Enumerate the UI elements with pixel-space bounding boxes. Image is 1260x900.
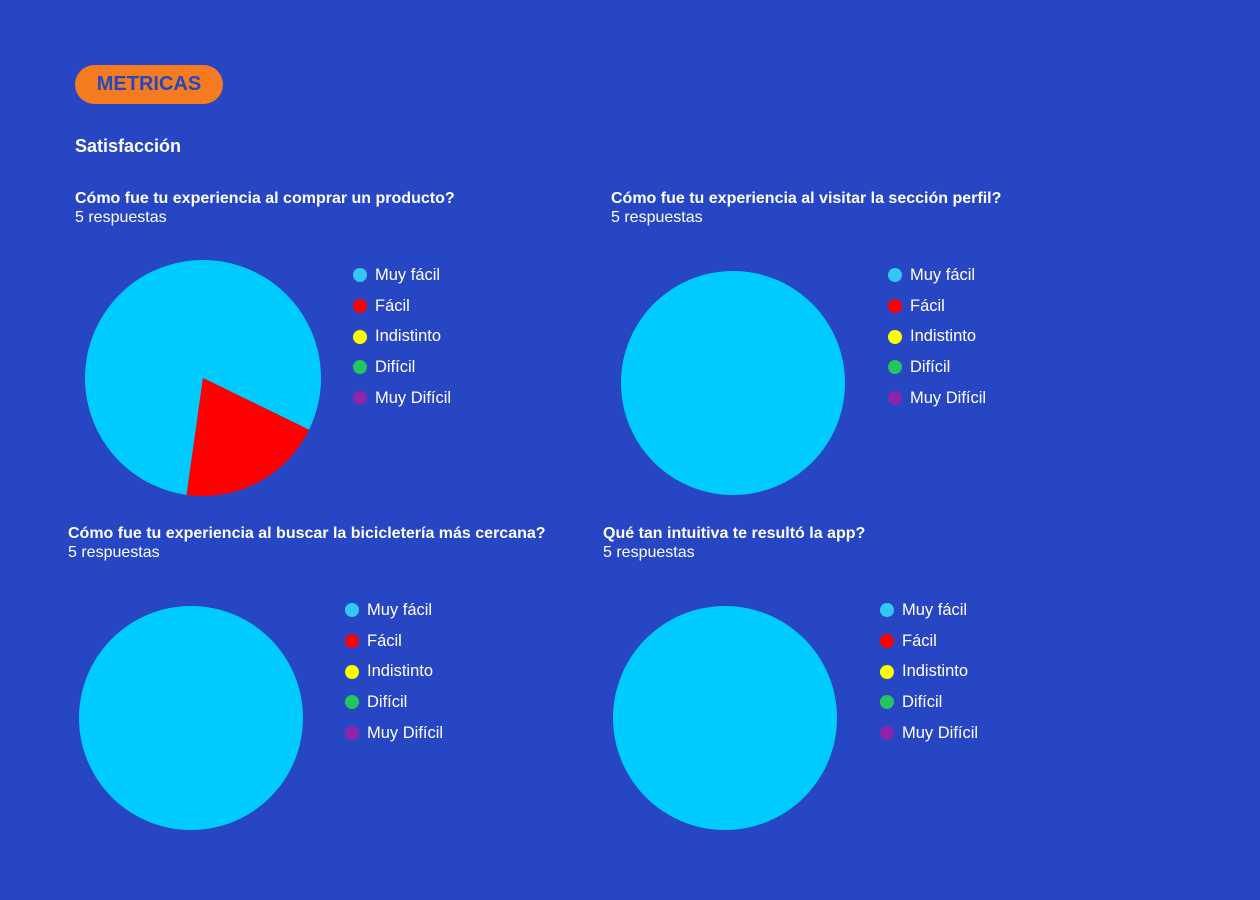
legend-item: Muy fácil	[353, 260, 451, 291]
legend-swatch	[345, 664, 359, 679]
legend-swatch	[880, 664, 894, 679]
legend-label: Muy Difícil	[902, 723, 979, 742]
pie-chart	[613, 606, 837, 830]
legend-item: Fácil	[880, 626, 978, 657]
legend-label: Fácil	[375, 296, 410, 315]
chart-response-count: 5 respuestas	[611, 209, 703, 226]
chart-legend: Muy fácil Fácil Indistinto Difícil Muy Difíc…	[888, 260, 986, 413]
legend-swatch	[888, 329, 902, 344]
chart-response-count: 5 respuestas	[603, 544, 695, 561]
pie-chart	[79, 606, 303, 830]
legend-swatch	[888, 391, 902, 406]
legend-label: Indistinto	[902, 662, 969, 681]
legend-label: Indistinto	[910, 327, 977, 346]
legend-swatch	[880, 726, 894, 741]
legend-swatch	[888, 360, 902, 375]
legend-item: Fácil	[353, 291, 451, 322]
legend-item: Difícil	[880, 687, 978, 718]
legend-swatch	[880, 634, 894, 649]
pie-slice-facil	[186, 378, 310, 496]
legend-label: Fácil	[902, 631, 937, 650]
legend-swatch	[353, 360, 367, 375]
legend-label: Muy fácil	[910, 265, 976, 284]
legend-label: Muy fácil	[375, 265, 441, 284]
chart-title: Cómo fue tu experiencia al visitar la se…	[611, 190, 1002, 207]
legend-label: Muy Difícil	[375, 388, 452, 407]
legend-swatch	[345, 634, 359, 649]
legend-swatch	[353, 299, 367, 314]
legend-item: Difícil	[888, 352, 986, 383]
chart-2: Cómo fue tu experiencia al visitar la se…	[611, 190, 1151, 520]
pie-chart	[621, 271, 845, 495]
legend-swatch	[880, 695, 894, 710]
legend-label: Difícil	[375, 357, 416, 376]
legend-swatch	[888, 268, 902, 283]
legend-item: Muy Difícil	[880, 718, 978, 749]
chart-response-count: 5 respuestas	[75, 209, 167, 226]
legend-item: Indistinto	[345, 656, 443, 687]
legend-item: Fácil	[888, 291, 986, 322]
chart-legend: Muy fácil Fácil Indistinto Difícil Muy Difíc…	[353, 260, 451, 413]
legend-swatch	[880, 603, 894, 618]
legend-item: Indistinto	[353, 321, 451, 352]
legend-swatch	[345, 726, 359, 741]
legend-item: Muy Difícil	[345, 718, 443, 749]
legend-item: Muy fácil	[880, 595, 978, 626]
chart-title: Qué tan intuitiva te resultó la app?	[603, 525, 866, 542]
legend-swatch	[345, 603, 359, 618]
pie-slice-muy-facil	[79, 606, 303, 830]
chart-legend: Muy fácil Fácil Indistinto Difícil Muy Difíc…	[345, 595, 443, 748]
legend-label: Indistinto	[367, 662, 434, 681]
legend-item: Muy Difícil	[353, 383, 451, 414]
chart-4: Qué tan intuitiva te resultó la app? 5 re…	[603, 525, 1143, 855]
pie-slice-muy-facil	[84, 260, 321, 495]
chart-1: Cómo fue tu experiencia al comprar un pr…	[75, 190, 615, 520]
legend-label: Muy fácil	[367, 600, 433, 619]
legend-label: Muy Difícil	[367, 723, 444, 742]
chart-3: Cómo fue tu experiencia al buscar la bic…	[68, 525, 608, 855]
legend-swatch	[353, 391, 367, 406]
pie-slice-muy-facil	[621, 271, 845, 495]
pie-chart	[84, 260, 321, 496]
legend-swatch	[353, 268, 367, 283]
legend-label: Difícil	[910, 357, 951, 376]
legend-label: Fácil	[367, 631, 402, 650]
legend-label: Difícil	[902, 692, 943, 711]
pie-slice-muy-facil	[613, 606, 837, 830]
legend-item: Muy Difícil	[888, 383, 986, 414]
legend-item: Indistinto	[888, 321, 986, 352]
legend-swatch	[888, 299, 902, 314]
legend-label: Fácil	[910, 296, 945, 315]
legend-item: Difícil	[345, 687, 443, 718]
legend-label: Difícil	[367, 692, 408, 711]
legend-label: Indistinto	[375, 327, 442, 346]
legend-label: Muy fácil	[902, 600, 968, 619]
legend-item: Muy fácil	[888, 260, 986, 291]
metricas-badge: METRICAS	[75, 65, 223, 104]
legend-item: Indistinto	[880, 656, 978, 687]
legend-swatch	[353, 329, 367, 344]
chart-response-count: 5 respuestas	[68, 544, 160, 561]
chart-legend: Muy fácil Fácil Indistinto Difícil Muy Difíc…	[880, 595, 978, 748]
legend-label: Muy Difícil	[910, 388, 987, 407]
chart-title: Cómo fue tu experiencia al buscar la bic…	[68, 525, 546, 542]
section-title: Satisfacción	[75, 136, 182, 156]
legend-swatch	[345, 695, 359, 710]
chart-title: Cómo fue tu experiencia al comprar un pr…	[75, 190, 455, 207]
legend-item: Fácil	[345, 626, 443, 657]
legend-item: Difícil	[353, 352, 451, 383]
legend-item: Muy fácil	[345, 595, 443, 626]
